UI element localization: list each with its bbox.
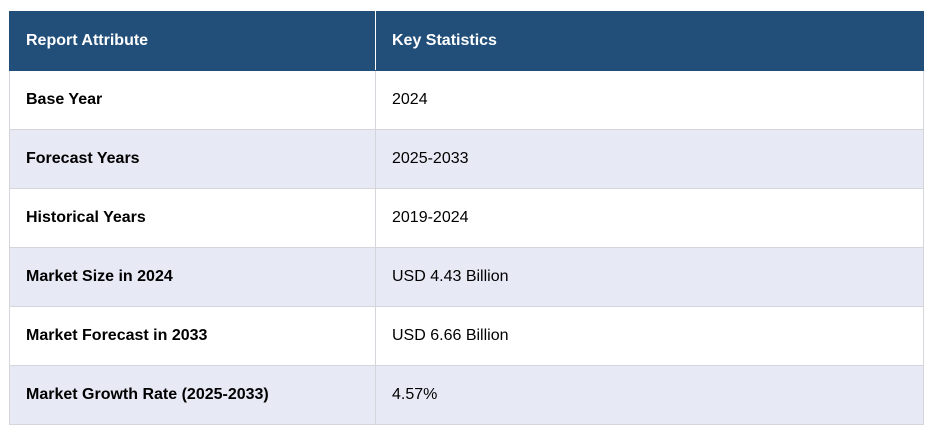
table-row: Market Size in 2024 USD 4.43 Billion — [9, 247, 924, 307]
attribute-cell: Market Forecast in 2033 — [9, 306, 376, 366]
table-row: Base Year 2024 — [9, 70, 924, 130]
header-cell: Key Statistics — [375, 11, 924, 71]
statistic-cell: 2025-2033 — [375, 129, 924, 189]
table-body: Base Year 2024 Forecast Years 2025-2033 Hist… — [9, 70, 924, 425]
table-row: Market Forecast in 2033 USD 6.66 Billion — [9, 306, 924, 366]
attribute-cell: Market Growth Rate (2025-2033) — [9, 365, 376, 425]
statistic-cell: 4.57% — [375, 365, 924, 425]
statistic-cell: USD 6.66 Billion — [375, 306, 924, 366]
statistic-cell: 2019-2024 — [375, 188, 924, 248]
header-row: Report Attribute Key Statistics — [9, 11, 924, 71]
table-header: Report Attribute Key Statistics — [9, 11, 924, 71]
statistic-cell: USD 4.43 Billion — [375, 247, 924, 307]
statistic-cell: 2024 — [375, 70, 924, 130]
header-cell: Report Attribute — [9, 11, 376, 71]
report-table: Report Attribute Key Statistics Base Yea… — [9, 11, 924, 425]
table-row: Market Growth Rate (2025-2033) 4.57% — [9, 365, 924, 425]
attribute-cell: Market Size in 2024 — [9, 247, 376, 307]
attribute-cell: Base Year — [9, 70, 376, 130]
attribute-cell: Forecast Years — [9, 129, 376, 189]
attribute-cell: Historical Years — [9, 188, 376, 248]
table-row: Historical Years 2019-2024 — [9, 188, 924, 248]
table-row: Forecast Years 2025-2033 — [9, 129, 924, 189]
